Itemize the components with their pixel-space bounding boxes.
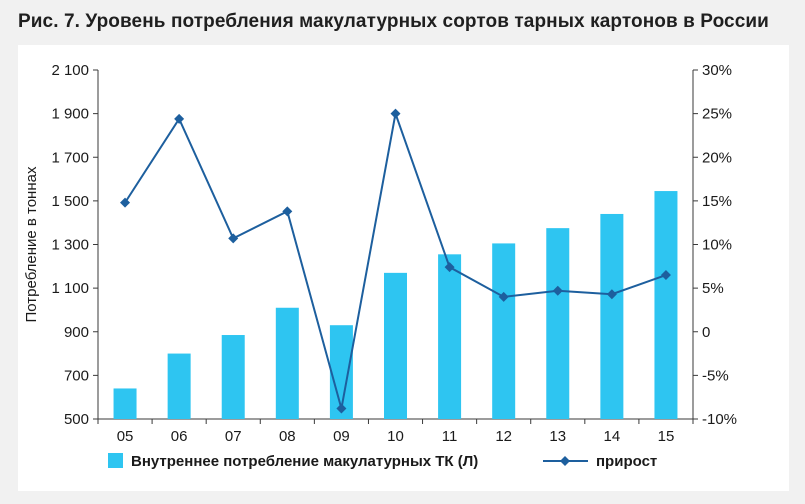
y-tick-label-left: 1 100	[51, 280, 89, 297]
x-tick-label: 14	[604, 428, 621, 445]
bar	[167, 353, 191, 419]
legend-swatch-bars	[108, 453, 123, 468]
bar	[329, 325, 353, 419]
growth-point	[228, 233, 239, 244]
bar	[492, 243, 516, 419]
x-tick-label: 11	[442, 428, 458, 445]
growth-point	[498, 291, 509, 302]
chart-title: Рис. 7. Уровень потребления макулатурных…	[18, 11, 769, 32]
legend-label-line: прирост	[596, 453, 657, 470]
bar	[546, 228, 570, 419]
y-tick-label-right: -10%	[702, 411, 737, 428]
growth-point	[606, 289, 617, 300]
y-tick-label-left: 900	[64, 324, 89, 341]
x-tick-label: 05	[117, 428, 134, 445]
x-tick-label: 15	[658, 428, 675, 445]
growth-point	[120, 197, 131, 208]
bar	[384, 272, 407, 419]
y-tick-label-right: 15%	[702, 193, 732, 210]
y-axis-title: Потребление в тоннах	[23, 166, 40, 322]
x-tick-label: 09	[333, 428, 350, 445]
bar	[113, 388, 137, 419]
legend: Внутреннее потребление макулатурных ТК (…	[108, 453, 657, 470]
legend-swatch-marker	[560, 456, 570, 466]
x-tick-label: 08	[279, 428, 296, 445]
y-tick-label-left: 500	[64, 411, 89, 428]
x-tick-label: 07	[225, 428, 242, 445]
x-tick-label: 06	[171, 428, 188, 445]
y-tick-label-right: 25%	[702, 106, 732, 123]
y-tick-label-right: 5%	[702, 280, 724, 297]
bar	[654, 191, 678, 419]
bars-layer	[113, 191, 678, 419]
bar	[600, 213, 624, 419]
bar	[275, 307, 299, 419]
y-tick-label-right: -5%	[702, 367, 729, 384]
y-tick-label-right: 10%	[702, 237, 732, 254]
combo-chart: 500 700 900 1 100 1 300 1 500 1 700 1 900 2 100 -…	[23, 62, 737, 470]
y-tick-label-left: 1 700	[51, 149, 89, 166]
growth-point	[336, 403, 347, 414]
y-tick-label-right: 30%	[702, 62, 732, 79]
y-tick-label-left: 1 300	[51, 237, 89, 254]
y-tick-label-left: 1 900	[51, 106, 89, 123]
growth-point	[174, 113, 185, 124]
bar	[221, 335, 245, 419]
x-tick-label: 10	[387, 428, 404, 445]
chart-panel: 500 700 900 1 100 1 300 1 500 1 700 1 900 2 100 -…	[18, 45, 789, 491]
bar	[438, 254, 462, 419]
y-tick-label-left: 2 100	[51, 62, 89, 79]
x-tick-label: 13	[549, 428, 566, 445]
growth-point	[660, 270, 671, 281]
growth-point	[444, 262, 455, 273]
axes-layer: 500 700 900 1 100 1 300 1 500 1 700 1 900 2 100 -…	[23, 62, 737, 445]
legend-label-bars: Внутреннее потребление макулатурных ТК (…	[131, 453, 478, 470]
x-tick-label: 12	[495, 428, 512, 445]
y-tick-label-left: 1 500	[51, 193, 89, 210]
growth-point	[282, 206, 293, 217]
growth-point	[390, 108, 401, 119]
line-layer	[120, 108, 671, 414]
growth-point	[552, 285, 563, 296]
y-tick-label-right: 20%	[702, 149, 732, 166]
y-tick-label-right: 0	[702, 324, 710, 341]
y-tick-label-left: 700	[64, 367, 89, 384]
